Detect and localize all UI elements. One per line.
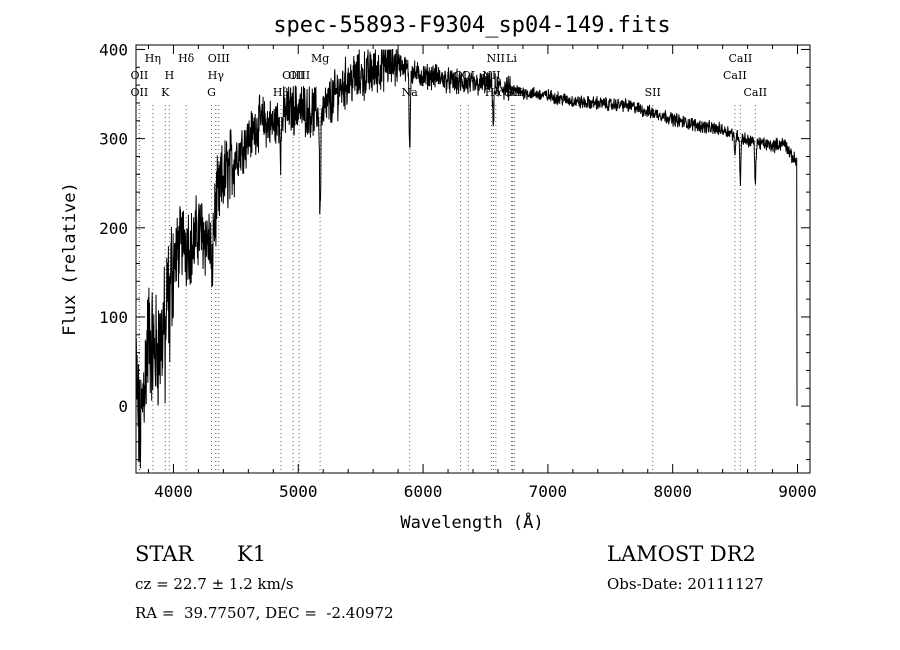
redshift-velocity: cz = 22.7 ± 1.2 km/s [135, 575, 294, 593]
line-marker-label: Na [402, 86, 419, 99]
line-marker-label: OII [131, 86, 149, 99]
line-marker-label: OIII [282, 69, 304, 82]
line-marker-label: Hβ [273, 86, 289, 99]
spectrum-chart: spec-55893-F9304_sp04-149.fits Hη OII OII H… [60, 13, 817, 533]
y-tick-label: 100 [99, 308, 128, 327]
line-marker-label: OIII [208, 52, 230, 65]
x-tick-label: 9000 [778, 482, 817, 501]
line-marker-label: CaII [729, 52, 753, 65]
y-tick-label: 300 [99, 130, 128, 149]
line-marker-label: SII [645, 86, 661, 99]
x-tick-label: 8000 [653, 482, 692, 501]
object-subclass: K1 [237, 542, 267, 566]
line-marker-label: Li [506, 52, 517, 65]
y-axis-label: Flux (relative) [60, 182, 80, 336]
line-marker-label: H [165, 69, 175, 82]
chart-title: spec-55893-F9304_sp04-149.fits [273, 13, 670, 38]
survey-name: LAMOST DR2 [607, 542, 756, 566]
x-tick-label: 7000 [529, 482, 568, 501]
spectrum-line [135, 49, 798, 469]
line-marker-label: Mg [311, 52, 329, 65]
line-marker-label: CaII [743, 86, 767, 99]
line-marker-label: CaII [723, 69, 747, 82]
observation-date: Obs-Date: 20111127 [607, 575, 764, 593]
line-marker-label: G [207, 86, 216, 99]
x-axis-label: Wavelength (Å) [400, 511, 543, 533]
axis-ticks: 4000 5000 6000 7000 8000 9000 0 100 200 300 400 [99, 40, 817, 501]
line-marker-label: Hη [145, 52, 161, 65]
x-tick-label: 4000 [154, 482, 193, 501]
line-marker-label: K [161, 86, 170, 99]
line-marker-label: OII [131, 69, 149, 82]
x-tick-label: 5000 [279, 482, 318, 501]
y-tick-label: 0 [118, 397, 128, 416]
y-tick-label: 400 [99, 40, 128, 59]
y-tick-label: 200 [99, 219, 128, 238]
x-tick-label: 6000 [404, 482, 443, 501]
line-marker-label: OIII [288, 69, 310, 82]
sky-coordinates: RA = 39.77507, DEC = -2.40972 [135, 604, 394, 622]
object-class: STAR [135, 542, 194, 566]
plot-frame [135, 44, 811, 474]
line-marker-label: Hγ [208, 69, 225, 82]
line-marker-label: Hδ [178, 52, 195, 65]
line-marker-label: NII [487, 52, 505, 65]
